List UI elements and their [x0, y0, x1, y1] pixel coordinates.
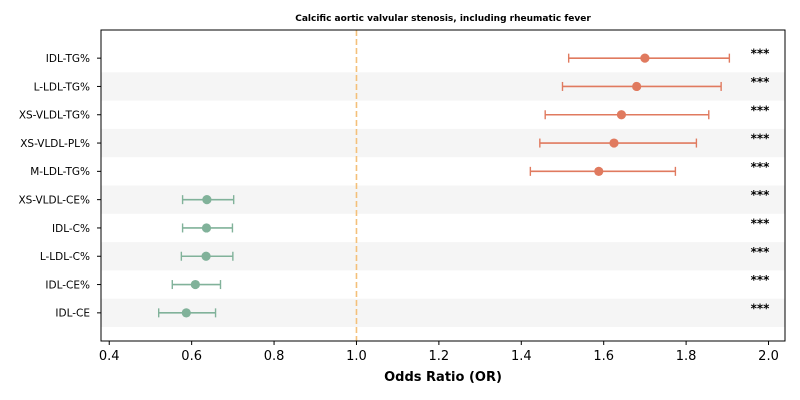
- significance-label: ***: [751, 216, 771, 230]
- chart-title: Calcific aortic valvular stenosis, inclu…: [295, 14, 591, 24]
- y-tick-label: IDL-C%: [52, 223, 90, 235]
- significance-label: ***: [751, 245, 771, 259]
- x-tick-label: 1.2: [429, 349, 450, 364]
- y-tick-label: L-LDL-C%: [40, 251, 90, 263]
- or-point: [616, 110, 627, 120]
- significance-label: ***: [751, 132, 771, 146]
- x-tick-label: 1.6: [593, 349, 614, 364]
- significance-label: ***: [751, 103, 771, 117]
- x-tick-label: 0.6: [181, 349, 202, 364]
- y-tick-label: XS-VLDL-CE%: [18, 194, 90, 206]
- x-tick-label: 1.0: [346, 349, 367, 364]
- significance-label: ***: [751, 301, 771, 315]
- ci-whisker: [561, 81, 722, 91]
- y-tick-label: IDL-TG%: [46, 53, 90, 65]
- y-axis-labels: IDL-TG% L-LDL-TG% XS-VLDL-TG% XS-VLDL-PL% M-…: [18, 53, 101, 320]
- plot-frame: [100, 29, 786, 342]
- or-point: [201, 223, 212, 233]
- point-estimates: [181, 53, 650, 318]
- x-tick-label: 0.8: [264, 349, 285, 364]
- or-point: [202, 195, 212, 205]
- y-tick-label: XS-VLDL-TG%: [19, 110, 90, 122]
- x-tick-label: 2.0: [758, 349, 779, 364]
- x-tick-label: 0.4: [99, 349, 120, 364]
- or-point: [190, 279, 200, 290]
- significance-label: ***: [751, 47, 771, 61]
- y-tick-label: L-LDL-TG%: [34, 81, 90, 93]
- significance-label: ***: [751, 188, 771, 202]
- significance-label: ***: [751, 160, 771, 174]
- x-tick-label: 1.8: [676, 349, 697, 364]
- x-axis-label: Odds Ratio (OR): [384, 370, 502, 385]
- or-point: [594, 166, 604, 176]
- y-tick-label: IDL-CE%: [45, 279, 90, 291]
- y-tick-label: IDL-CE: [55, 308, 90, 320]
- significance-label: ***: [751, 273, 771, 287]
- ci-whisker: [544, 110, 710, 120]
- or-point: [181, 308, 191, 318]
- x-tick-label: 1.4: [511, 349, 532, 364]
- y-tick-label: M-LDL-TG%: [30, 166, 90, 178]
- or-point: [632, 81, 642, 92]
- significance-labels: *** *** *** *** *** *** *** *** *** ***: [751, 47, 771, 316]
- x-axis-ticks: 0.4 0.6 0.8 1.0 1.2 1.4 1.6 1.8 2.0: [99, 341, 779, 364]
- significance-label: ***: [751, 75, 771, 89]
- or-point: [640, 53, 650, 63]
- y-tick-label: XS-VLDL-PL%: [20, 138, 90, 150]
- or-point: [201, 251, 211, 261]
- or-point: [609, 138, 619, 148]
